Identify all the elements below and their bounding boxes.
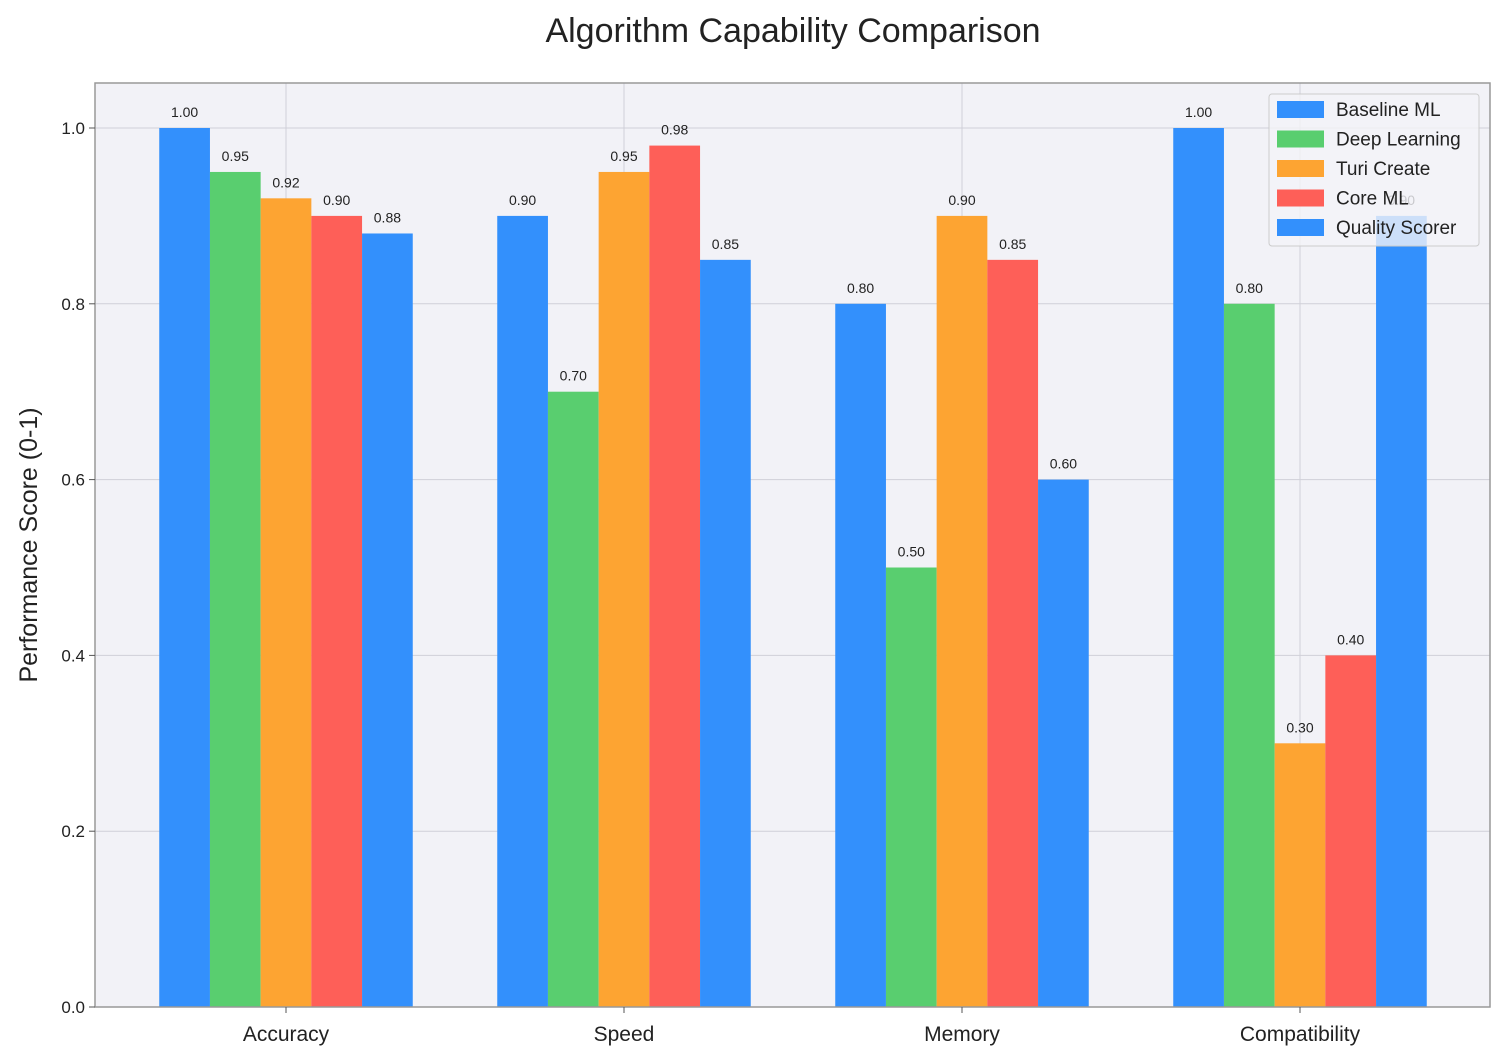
legend-label: Baseline ML: [1336, 100, 1441, 121]
y-tick-label: 0.2: [61, 822, 85, 841]
data-label: 0.80: [1236, 280, 1263, 296]
bar-deep-learning-accuracy: [209, 171, 261, 1007]
data-label: 1.00: [1185, 104, 1212, 120]
y-tick-label: 0.6: [61, 471, 85, 490]
data-label: 0.88: [374, 209, 401, 225]
bar-baseline-ml-compatibility: [1173, 128, 1224, 1007]
bar-quality-scorer-compatibility: [1376, 215, 1427, 1007]
data-label: 0.92: [272, 174, 299, 190]
data-label: 0.85: [712, 236, 739, 252]
y-axis-label: Performance Score (0-1): [15, 407, 43, 682]
data-label: 0.90: [948, 192, 975, 208]
legend-swatch: [1277, 101, 1324, 118]
bar-deep-learning-compatibility: [1223, 303, 1275, 1007]
data-label: 0.60: [1050, 456, 1077, 472]
bar-core-ml-accuracy: [311, 215, 363, 1007]
bar-turi-create-accuracy: [260, 198, 312, 1007]
x-tick-label: Memory: [924, 1023, 1000, 1046]
legend-swatch: [1277, 189, 1324, 207]
x-axis: Accuracy Speed Memory Compatibility: [243, 1007, 1361, 1046]
chart-title: Algorithm Capability Comparison: [545, 12, 1040, 50]
bar-quality-scorer-accuracy: [362, 233, 413, 1008]
x-tick-label: Speed: [594, 1023, 655, 1046]
plot-frame: [94, 82, 1491, 1008]
data-label: 0.90: [323, 192, 350, 208]
data-label: 1.00: [171, 104, 198, 120]
bar-baseline-ml-speed: [497, 215, 548, 1007]
data-label: 0.85: [999, 236, 1026, 252]
data-label: 0.40: [1337, 631, 1364, 647]
y-axis: 0.0 0.2 0.4 0.6 0.8 1.0: [61, 119, 95, 1017]
bar-core-ml-speed: [649, 145, 701, 1007]
data-label: 0.80: [847, 280, 874, 296]
data-label: 0.50: [898, 544, 925, 560]
bar-core-ml-compatibility: [1325, 655, 1377, 1007]
legend-label: Turi Create: [1336, 159, 1430, 180]
bars-layer: [159, 128, 1427, 1008]
bar-deep-learning-memory: [885, 567, 937, 1007]
data-label: 0.30: [1286, 719, 1313, 735]
bar-deep-learning-speed: [547, 391, 599, 1007]
legend: Baseline ML Deep Learning Turi Create Core …: [1268, 93, 1480, 247]
data-label: 0.90: [509, 192, 536, 208]
y-tick-label: 0.8: [61, 295, 85, 314]
legend-swatch: [1277, 160, 1324, 177]
data-label: 0.95: [610, 148, 637, 164]
data-label: 0.98: [661, 122, 688, 138]
bar-turi-create-memory: [936, 215, 988, 1007]
y-tick-label: 1.0: [61, 119, 85, 138]
bar-quality-scorer-speed: [700, 259, 751, 1008]
bar-turi-create-speed: [598, 171, 650, 1007]
x-tick-label: Accuracy: [243, 1023, 330, 1046]
bar-turi-create-compatibility: [1274, 743, 1326, 1007]
x-tick-label: Compatibility: [1240, 1023, 1361, 1046]
y-tick-label: 0.4: [61, 646, 85, 665]
y-tick-label: 0.0: [61, 998, 85, 1017]
legend-swatch: [1277, 130, 1324, 148]
data-label: 0.70: [560, 368, 587, 384]
bar-quality-scorer-memory: [1038, 479, 1089, 1008]
legend-swatch: [1277, 219, 1324, 236]
legend-label: Quality Scorer: [1336, 218, 1457, 239]
legend-label: Deep Learning: [1336, 130, 1461, 151]
bar-baseline-ml-accuracy: [159, 128, 210, 1007]
legend-label: Core ML: [1336, 189, 1409, 210]
data-label: 0.95: [222, 148, 249, 164]
bar-baseline-ml-memory: [835, 303, 886, 1007]
bar-core-ml-memory: [987, 259, 1039, 1008]
